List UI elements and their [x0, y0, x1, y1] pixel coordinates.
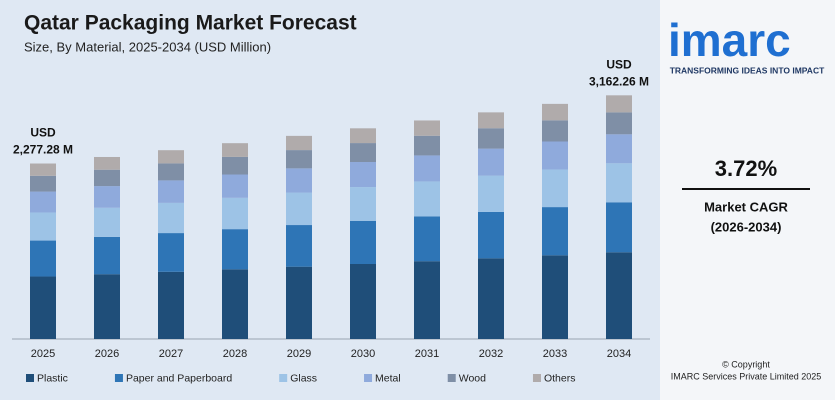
x-tick-label: 2028 [223, 348, 247, 360]
bar-segment [350, 128, 376, 144]
bar-segment [606, 163, 632, 203]
bar-segment [414, 216, 440, 262]
bar-segment [350, 187, 376, 221]
cagr-value: 3.72% [715, 156, 777, 181]
bar-segment [350, 263, 376, 339]
bar-segment [286, 266, 312, 339]
bar-segment [94, 156, 120, 170]
total-label: 3,162.26 M [589, 74, 649, 88]
legend-label: Wood [459, 372, 486, 384]
bar-segment [30, 163, 56, 176]
x-tick-label: 2033 [543, 348, 567, 360]
bar-segment [222, 269, 248, 339]
bar-segment [158, 233, 184, 272]
bar-segment [478, 112, 504, 129]
bar-segment [542, 103, 568, 121]
legend-swatch [447, 374, 456, 382]
bar-segment [606, 252, 632, 339]
bar-segment [158, 202, 184, 234]
bar-segment [222, 156, 248, 175]
chart-subtitle: Size, By Material, 2025-2034 (USD Millio… [24, 39, 271, 54]
bar-segment [414, 261, 440, 339]
bar-segment [30, 191, 56, 213]
legend-label: Plastic [37, 372, 68, 384]
legend-swatch [279, 374, 288, 382]
bar-segment [222, 197, 248, 230]
legend-label: Paper and Paperboard [126, 372, 232, 384]
bar-segment [30, 240, 56, 277]
bar-segment [414, 135, 440, 156]
legend-label: Glass [290, 372, 317, 384]
bar-segment [478, 175, 504, 212]
tagline: TRANSFORMING IDEAS INTO IMPACT [670, 65, 825, 75]
bar-segment [158, 150, 184, 164]
x-tick-label: 2032 [479, 348, 503, 360]
bar-segment [542, 207, 568, 256]
bar-segment [94, 236, 120, 275]
cagr-period: (2026-2034) [711, 219, 782, 234]
bar-segment [222, 143, 248, 157]
bar-segment [478, 211, 504, 259]
x-tick-label: 2029 [287, 348, 311, 360]
copyright: © Copyright [722, 359, 770, 369]
bar-segment [414, 120, 440, 136]
bar-segment [350, 143, 376, 163]
bar-segment [286, 225, 312, 267]
bar-segment [286, 192, 312, 226]
bar-segment [222, 174, 248, 198]
x-tick-label: 2027 [159, 348, 183, 360]
legend-label: Metal [375, 372, 401, 384]
bar-segment [414, 155, 440, 182]
bar-segment [30, 276, 56, 339]
bar-segment [350, 162, 376, 188]
bar-segment [542, 255, 568, 339]
bar-segment [542, 141, 568, 170]
bar-segment [158, 271, 184, 339]
bar-segment [478, 148, 504, 176]
legend-swatch [26, 374, 34, 382]
total-label: USD [606, 57, 632, 71]
total-label: 2,277.28 M [13, 143, 73, 157]
bar-segment [158, 180, 184, 203]
bar-segment [30, 212, 56, 241]
bar-segment [158, 163, 184, 181]
logo: imarc [668, 14, 791, 66]
legend-label: Others [544, 372, 576, 384]
bar-segment [606, 202, 632, 253]
x-tick-label: 2030 [351, 348, 375, 360]
bar-segment [478, 128, 504, 149]
x-tick-label: 2034 [607, 348, 631, 360]
bar-segment [542, 120, 568, 142]
bar-segment [94, 169, 120, 187]
bar-segment [350, 220, 376, 264]
bar-segment [606, 112, 632, 135]
bar-segment [606, 95, 632, 113]
x-tick-label: 2026 [95, 348, 119, 360]
bar-segment [478, 258, 504, 339]
company: IMARC Services Private Limited 2025 [671, 371, 822, 381]
bar-segment [94, 186, 120, 208]
bar-segment [606, 134, 632, 164]
bar-segment [222, 229, 248, 270]
x-tick-label: 2031 [415, 348, 439, 360]
cagr-label: Market CAGR [704, 199, 788, 214]
bar-segment [414, 181, 440, 217]
sidebar-background [660, 0, 835, 400]
bar-segment [542, 169, 568, 208]
total-label: USD [30, 126, 56, 140]
bar-segment [286, 168, 312, 193]
legend-swatch [114, 374, 123, 382]
bar-segment [286, 135, 312, 151]
bar-segment [94, 274, 120, 339]
x-tick-label: 2025 [31, 348, 55, 360]
chart-title: Qatar Packaging Market Forecast [24, 12, 357, 35]
bar-segment [30, 175, 56, 192]
legend-swatch [364, 374, 373, 382]
bar-segment [286, 150, 312, 169]
legend-swatch [532, 374, 541, 382]
bar-segment [94, 207, 120, 237]
